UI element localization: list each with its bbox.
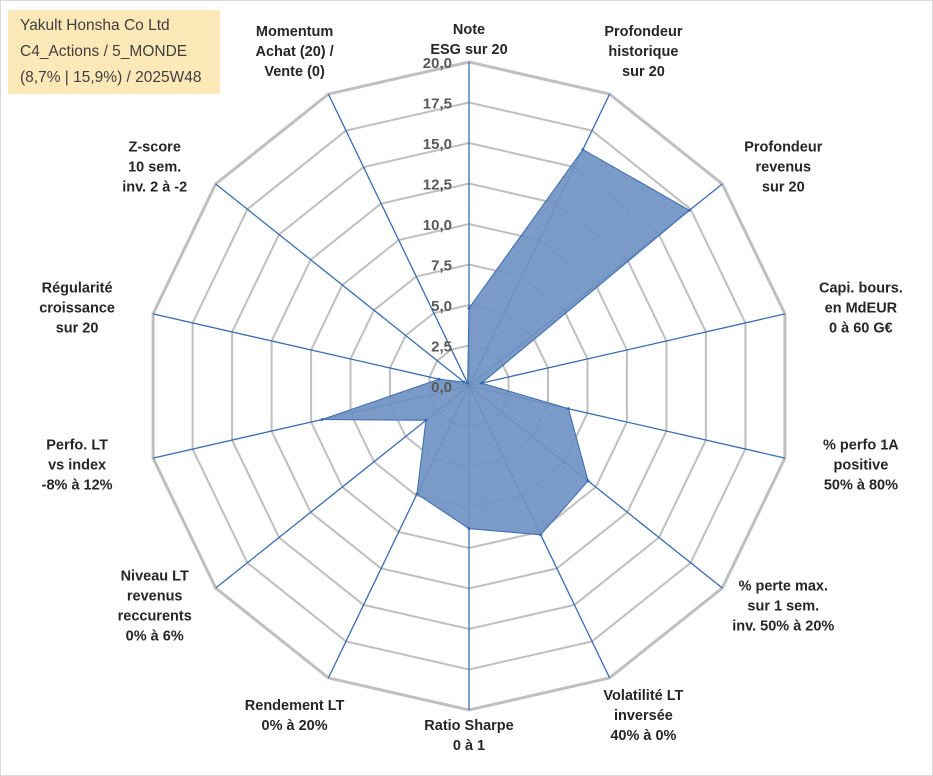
axis-label-8: Rendement LT 0% à 20% xyxy=(245,698,345,734)
axis-label-13-line-1: Achat (20) / xyxy=(256,44,334,60)
axis-label-2-line-1: revenus xyxy=(755,160,811,176)
axis-spoke-13 xyxy=(327,93,470,387)
tick-label-7: 17,5 xyxy=(423,96,452,113)
axis-label-12: Z-score 10 sem. inv. 2 à -2 xyxy=(122,140,187,196)
tick-label-6: 15,0 xyxy=(423,136,452,153)
axis-label-7: Ratio Sharpe 0 à 1 xyxy=(424,718,513,754)
series-point-4 xyxy=(567,407,570,411)
axis-label-5-line-0: % perte max. xyxy=(739,579,828,595)
tick-label-0: 0,0 xyxy=(431,379,452,396)
axis-label-12-line-2: inv. 2 à -2 xyxy=(122,180,187,196)
series-point-13 xyxy=(466,381,470,385)
tick-label-4: 10,0 xyxy=(423,217,452,234)
axis-label-4: % perfo 1A positive 50% à 80% xyxy=(823,437,899,493)
chart-title-box: Yakult Honsha Co Ltd C4_Actions / 5_MOND… xyxy=(8,10,220,94)
axis-label-1-line-0: Profondeur xyxy=(604,24,682,40)
axis-label-6-line-2: 40% à 0% xyxy=(610,728,676,744)
axis-label-4-line-1: positive xyxy=(834,457,889,473)
axis-spoke-3 xyxy=(468,313,786,387)
series-point-5 xyxy=(586,479,590,483)
axis-label-7-line-1: 0 à 1 xyxy=(453,738,485,754)
series-point-12 xyxy=(462,380,466,384)
axis-label-3-line-2: 0 à 60 G€ xyxy=(829,321,893,337)
tick-label-5: 12,5 xyxy=(423,177,452,194)
axis-label-6-line-0: Volatilité LT xyxy=(603,688,683,704)
axis-labels: Note ESG sur 20 Profondeur historique sur 20… xyxy=(39,22,903,754)
title-category: C4_Actions / 5_MONDE xyxy=(20,43,188,60)
axis-spoke-12 xyxy=(215,183,470,387)
axis-label-1-line-1: historique xyxy=(608,44,678,60)
axis-label-9-line-1: revenus xyxy=(127,589,183,605)
axis-spoke-11 xyxy=(152,313,470,387)
axis-label-13-line-0: Momentum xyxy=(256,24,333,40)
axis-label-2-line-0: Profondeur xyxy=(744,140,822,156)
series-point-1 xyxy=(581,148,585,151)
series-point-0 xyxy=(467,306,471,310)
axis-label-10-line-0: Perfo. LT xyxy=(46,437,108,453)
axis-label-11-line-2: sur 20 xyxy=(56,321,99,337)
series-point-10 xyxy=(320,418,324,421)
axis-label-9-line-2: reccurents xyxy=(118,609,192,625)
axis-label-11: Régularité croissance sur 20 xyxy=(39,281,115,337)
axis-label-3-line-0: Capi. bours. xyxy=(819,281,903,297)
axis-label-10-line-1: vs index xyxy=(48,457,106,473)
series-point-6 xyxy=(539,533,543,537)
series-point-2 xyxy=(687,208,691,212)
title-period: (8,7% | 15,9%) / 2025W48 xyxy=(20,69,202,86)
axis-label-0: Note ESG sur 20 xyxy=(430,22,507,58)
tick-label-8: 20,0 xyxy=(423,55,452,72)
radial-tick-labels: 0,0 2,5 5,0 7,5 10,0 12,5 15,0 17,5 20,0 xyxy=(423,55,452,396)
axis-label-2-line-2: sur 20 xyxy=(762,180,805,196)
axis-label-1: Profondeur historique sur 20 xyxy=(604,24,682,80)
axis-label-12-line-1: 10 sem. xyxy=(128,160,181,176)
axis-label-5-line-1: sur 1 sem. xyxy=(747,599,819,615)
radar-series xyxy=(320,148,691,537)
axis-label-5-line-2: inv. 50% à 20% xyxy=(732,619,834,635)
axis-label-9: Niveau LT revenus reccurents 0% à 6% xyxy=(118,569,192,645)
axis-label-0-line-0: Note xyxy=(453,22,485,38)
axis-label-6: Volatilité LT inversée 40% à 0% xyxy=(603,688,683,744)
axis-label-10-line-2: -8% à 12% xyxy=(42,477,113,493)
tick-label-3: 7,5 xyxy=(431,258,452,275)
axis-label-0-line-1: ESG sur 20 xyxy=(430,42,507,58)
series-point-11 xyxy=(437,377,441,381)
axis-label-10: Perfo. LT vs index -8% à 12% xyxy=(42,437,113,493)
tick-label-1: 2,5 xyxy=(431,339,452,356)
tick-label-2: 5,0 xyxy=(431,298,452,315)
axis-label-4-line-0: % perfo 1A xyxy=(823,437,899,453)
series-point-8 xyxy=(415,492,419,496)
axis-label-3-line-1: en MdEUR xyxy=(825,301,898,317)
axis-label-4-line-2: 50% à 80% xyxy=(824,477,898,493)
axis-label-2: Profondeur revenus sur 20 xyxy=(744,140,822,196)
series-point-3 xyxy=(480,381,484,385)
axis-label-5: % perte max. sur 1 sem. inv. 50% à 20% xyxy=(732,579,834,635)
axis-label-6-line-1: inversée xyxy=(614,708,673,724)
axis-label-9-line-3: 0% à 6% xyxy=(126,629,184,645)
axis-label-8-line-1: 0% à 20% xyxy=(262,718,328,734)
title-company: Yakult Honsha Co Ltd xyxy=(20,17,170,34)
axis-label-12-line-0: Z-score xyxy=(129,140,181,156)
axis-label-8-line-0: Rendement LT xyxy=(245,698,345,714)
axis-label-13-line-2: Vente (0) xyxy=(264,64,325,80)
axis-label-13: Momentum Achat (20) / Vente (0) xyxy=(256,24,334,80)
series-point-7 xyxy=(467,527,471,531)
axis-label-11-line-0: Régularité xyxy=(42,281,113,297)
axis-label-7-line-0: Ratio Sharpe xyxy=(424,718,513,734)
series-point-9 xyxy=(424,418,428,422)
axis-label-3: Capi. bours. en MdEUR 0 à 60 G€ xyxy=(819,281,903,337)
axis-label-9-line-0: Niveau LT xyxy=(121,569,189,585)
axis-label-1-line-2: sur 20 xyxy=(622,64,665,80)
axis-label-11-line-1: croissance xyxy=(39,301,115,317)
